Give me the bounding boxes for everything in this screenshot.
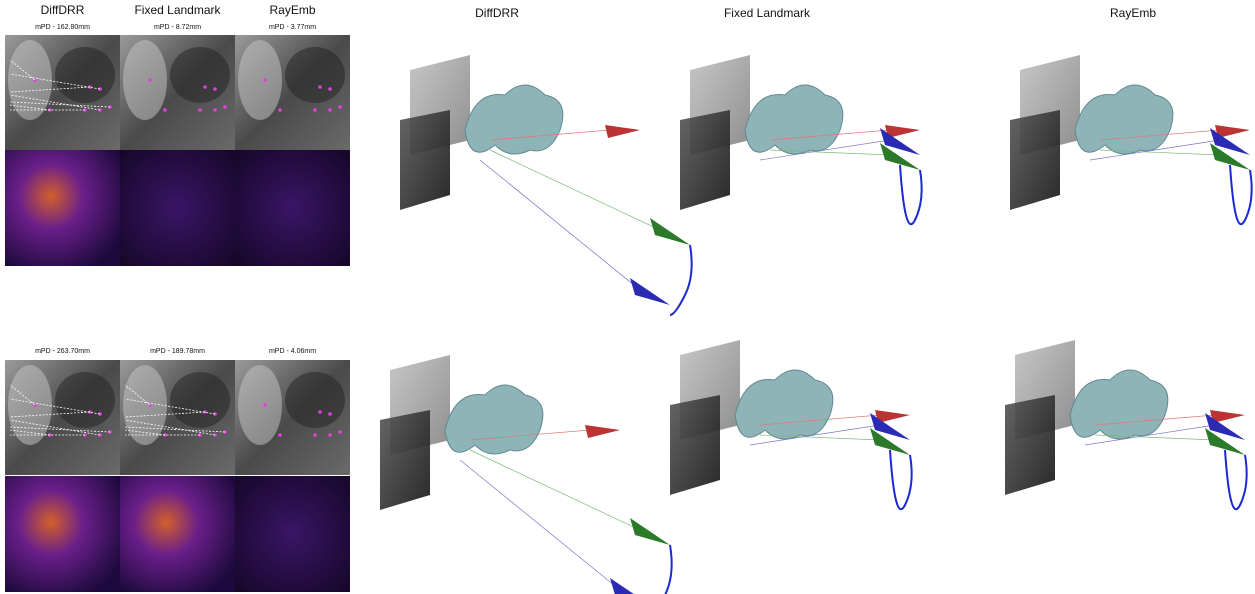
landmark xyxy=(338,430,342,434)
landmark xyxy=(313,108,317,112)
trajectory xyxy=(670,245,692,315)
heatmap xyxy=(120,476,235,592)
mpd-label: mPD - 3.77mm xyxy=(269,24,316,31)
landmark xyxy=(198,108,202,112)
detector-plane xyxy=(380,410,430,510)
landmark xyxy=(148,78,152,82)
column-header: RayEmb xyxy=(269,3,315,17)
ray xyxy=(480,160,640,290)
ray xyxy=(460,460,620,590)
landmark xyxy=(318,85,322,89)
trajectory xyxy=(650,545,672,594)
pelvis-shadow xyxy=(55,372,115,428)
pelvis-model xyxy=(735,370,833,439)
heatmap xyxy=(120,150,235,266)
mpd-label: mPD - 189.78mm xyxy=(150,348,205,355)
landmark xyxy=(328,108,332,112)
landmark xyxy=(223,105,227,109)
bone xyxy=(123,40,167,120)
detector-plane xyxy=(400,110,450,210)
pelvis-model xyxy=(1075,85,1173,154)
landmark xyxy=(213,108,217,112)
landmark xyxy=(263,78,267,82)
camera-blue xyxy=(630,278,670,305)
detector-plane xyxy=(670,395,720,495)
pelvis-shadow xyxy=(55,47,115,103)
mpd-label: mPD - 4.06mm xyxy=(269,348,316,355)
detector-plane xyxy=(680,110,730,210)
bone xyxy=(238,365,282,445)
column-header: DiffDRR xyxy=(41,3,85,17)
heatmap xyxy=(235,150,350,266)
column-header: Fixed Landmark xyxy=(724,6,811,20)
pelvis-model xyxy=(1070,370,1168,439)
heatmap xyxy=(5,150,120,266)
heatmap xyxy=(235,476,350,592)
landmark xyxy=(318,410,322,414)
trajectory xyxy=(1225,450,1247,509)
pelvis-shadow xyxy=(285,47,345,103)
column-header: DiffDRR xyxy=(475,6,519,20)
bone xyxy=(123,365,167,445)
landmark xyxy=(328,412,332,416)
trajectory xyxy=(900,165,922,224)
detector-plane xyxy=(1010,110,1060,210)
landmark xyxy=(328,433,332,437)
bone xyxy=(238,40,282,120)
landmark xyxy=(338,105,342,109)
detector-plane xyxy=(1005,395,1055,495)
ray xyxy=(470,450,640,530)
landmark xyxy=(213,87,217,91)
bone xyxy=(8,40,52,120)
pelvis-model xyxy=(445,385,543,454)
right-panel: DiffDRR Fixed Landmark RayEmb xyxy=(380,6,1252,594)
column-header: Fixed Landmark xyxy=(134,3,221,17)
landmark xyxy=(278,108,282,112)
pelvis-shadow xyxy=(170,372,230,428)
ray xyxy=(490,150,660,230)
page: {"left_panel": {"columns": ["DiffDRR", "… xyxy=(0,0,1255,594)
column-header: RayEmb xyxy=(1110,6,1156,20)
left-panel: DiffDRR Fixed Landmark RayEmb mPD - 162.80m… xyxy=(5,3,350,592)
camera-red xyxy=(605,125,640,138)
pelvis-shadow xyxy=(170,47,230,103)
camera-blue xyxy=(610,578,650,594)
mpd-label: mPD - 8.72mm xyxy=(154,24,201,31)
pelvis-model xyxy=(465,85,563,154)
landmark xyxy=(203,85,207,89)
landmark xyxy=(263,403,267,407)
landmark xyxy=(278,433,282,437)
trajectory xyxy=(890,450,912,509)
figure: DiffDRR Fixed Landmark RayEmb mPD - 162.80m… xyxy=(0,0,1255,594)
camera-green xyxy=(650,218,690,245)
bone xyxy=(8,365,52,445)
camera-green xyxy=(630,518,670,545)
landmark xyxy=(328,87,332,91)
camera-red xyxy=(585,425,620,438)
heatmap xyxy=(5,476,120,592)
mpd-label: mPD - 263.70mm xyxy=(35,348,90,355)
pelvis-model xyxy=(745,85,843,154)
landmark xyxy=(163,108,167,112)
landmark xyxy=(313,433,317,437)
pelvis-shadow xyxy=(285,372,345,428)
mpd-label: mPD - 162.80mm xyxy=(35,24,90,31)
trajectory xyxy=(1230,165,1252,224)
